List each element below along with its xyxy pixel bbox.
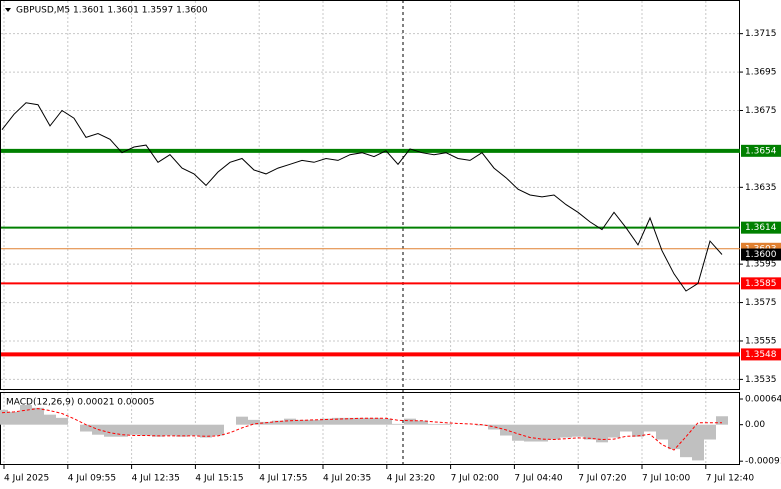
macd-bar xyxy=(488,424,500,430)
macd-bar xyxy=(428,423,440,425)
current-price-bg xyxy=(741,248,781,261)
current-price-label: 1.3600 xyxy=(745,250,777,260)
macd-bar xyxy=(380,418,392,425)
macd-bar xyxy=(188,424,200,436)
x-tick-label: 4 Jul 23:20 xyxy=(387,474,436,484)
x-tick-label: 7 Jul 12:40 xyxy=(706,474,755,484)
x-tick-label: 7 Jul 07:20 xyxy=(578,474,627,484)
macd-bar xyxy=(56,417,68,425)
y-tick-label: 1.3635 xyxy=(745,183,777,193)
chart-title: GBPUSD,M5 1.3601 1.3601 1.3597 1.3600 xyxy=(16,6,208,16)
x-tick-label: 4 Jul 15:15 xyxy=(195,474,243,484)
macd-bar xyxy=(668,424,680,450)
macd-bar xyxy=(416,420,428,425)
y-tick-label: 1.3715 xyxy=(745,29,777,39)
macd-bar xyxy=(8,411,20,425)
macd-bar xyxy=(560,424,572,438)
y-tick-label: 0.00 xyxy=(745,420,765,430)
macd-bar xyxy=(80,424,92,432)
level-label: 1.3585 xyxy=(745,279,777,289)
macd-bar xyxy=(356,417,368,425)
macd-bar xyxy=(512,424,524,441)
x-tick-label: 7 Jul 04:40 xyxy=(514,474,563,484)
macd-bar xyxy=(164,424,176,436)
macd-bar xyxy=(320,418,332,425)
y-tick-label: 1.3555 xyxy=(745,336,777,346)
macd-bar xyxy=(140,424,152,436)
macd-bar xyxy=(620,424,632,432)
macd-bar xyxy=(644,424,656,432)
macd-bar xyxy=(272,420,284,425)
x-tick-label: 4 Jul 09:55 xyxy=(68,474,116,484)
price-line xyxy=(1,102,723,292)
macd-bar xyxy=(116,424,128,437)
x-tick-label: 4 Jul 20:35 xyxy=(323,474,371,484)
macd-bar xyxy=(548,424,560,440)
macd-bar xyxy=(584,424,596,440)
macd-bar xyxy=(20,405,32,425)
macd-bar xyxy=(332,417,344,425)
x-tick-label: 7 Jul 10:00 xyxy=(642,474,691,484)
macd-bar xyxy=(632,424,644,437)
macd-bar xyxy=(536,424,548,442)
macd-bar xyxy=(200,424,212,438)
macd-bar xyxy=(596,424,608,443)
y-tick-label: 1.3595 xyxy=(745,260,777,270)
level-label: 1.3654 xyxy=(745,146,777,156)
macd-bar xyxy=(524,424,536,442)
y-tick-label: 1.3695 xyxy=(745,68,777,78)
macd-bar xyxy=(44,414,56,425)
macd-bar xyxy=(0,409,8,425)
level-label: 1.3614 xyxy=(745,223,777,233)
macd-bar xyxy=(308,419,320,425)
main-frame xyxy=(0,0,740,390)
level-label-bg xyxy=(741,277,781,290)
y-tick-label: 0.00064 xyxy=(745,395,781,405)
level-label: 1.3548 xyxy=(745,350,777,360)
macd-bar xyxy=(104,424,116,437)
y-tick-label: 1.3675 xyxy=(745,106,777,116)
y-tick-label: 1.3535 xyxy=(745,375,777,385)
macd-bar xyxy=(344,417,356,425)
level-label-bg xyxy=(741,144,781,157)
macd-bar xyxy=(212,424,224,436)
y-tick-label: 1.3575 xyxy=(745,298,777,308)
macd-bar xyxy=(284,418,296,425)
menu-icon xyxy=(5,8,11,12)
macd-bar xyxy=(368,417,380,425)
signal-line xyxy=(1,408,722,451)
macd-title: MACD(12,26,9) 0.00021 0.00005 xyxy=(6,398,155,408)
macd-bar xyxy=(680,424,692,458)
macd-bar xyxy=(236,416,248,425)
macd-bar xyxy=(656,424,668,440)
x-tick-label: 4 Jul 17:55 xyxy=(259,474,307,484)
x-tick-label: 7 Jul 02:00 xyxy=(451,474,500,484)
macd-bar xyxy=(128,424,140,435)
macd-bar xyxy=(32,407,44,425)
macd-bar xyxy=(440,423,452,425)
macd-frame xyxy=(0,392,740,465)
macd-bar xyxy=(260,421,272,425)
level-label-bg xyxy=(741,221,781,234)
macd-bar xyxy=(152,424,164,437)
macd-bar xyxy=(716,416,728,425)
macd-bar xyxy=(296,419,308,425)
y-tick-label: -0.00091 xyxy=(745,457,781,467)
macd-bar xyxy=(608,424,620,438)
x-tick-label: 4 Jul 12:35 xyxy=(132,474,180,484)
level-label-bg xyxy=(741,348,781,361)
macd-bar xyxy=(176,424,188,437)
macd-bar xyxy=(692,424,704,461)
macd-bar xyxy=(404,418,416,425)
macd-bar xyxy=(572,424,584,437)
macd-bar xyxy=(704,424,716,440)
macd-bar xyxy=(248,419,260,425)
macd-bar xyxy=(392,423,404,425)
x-tick-label: 4 Jul 2025 xyxy=(4,474,49,484)
